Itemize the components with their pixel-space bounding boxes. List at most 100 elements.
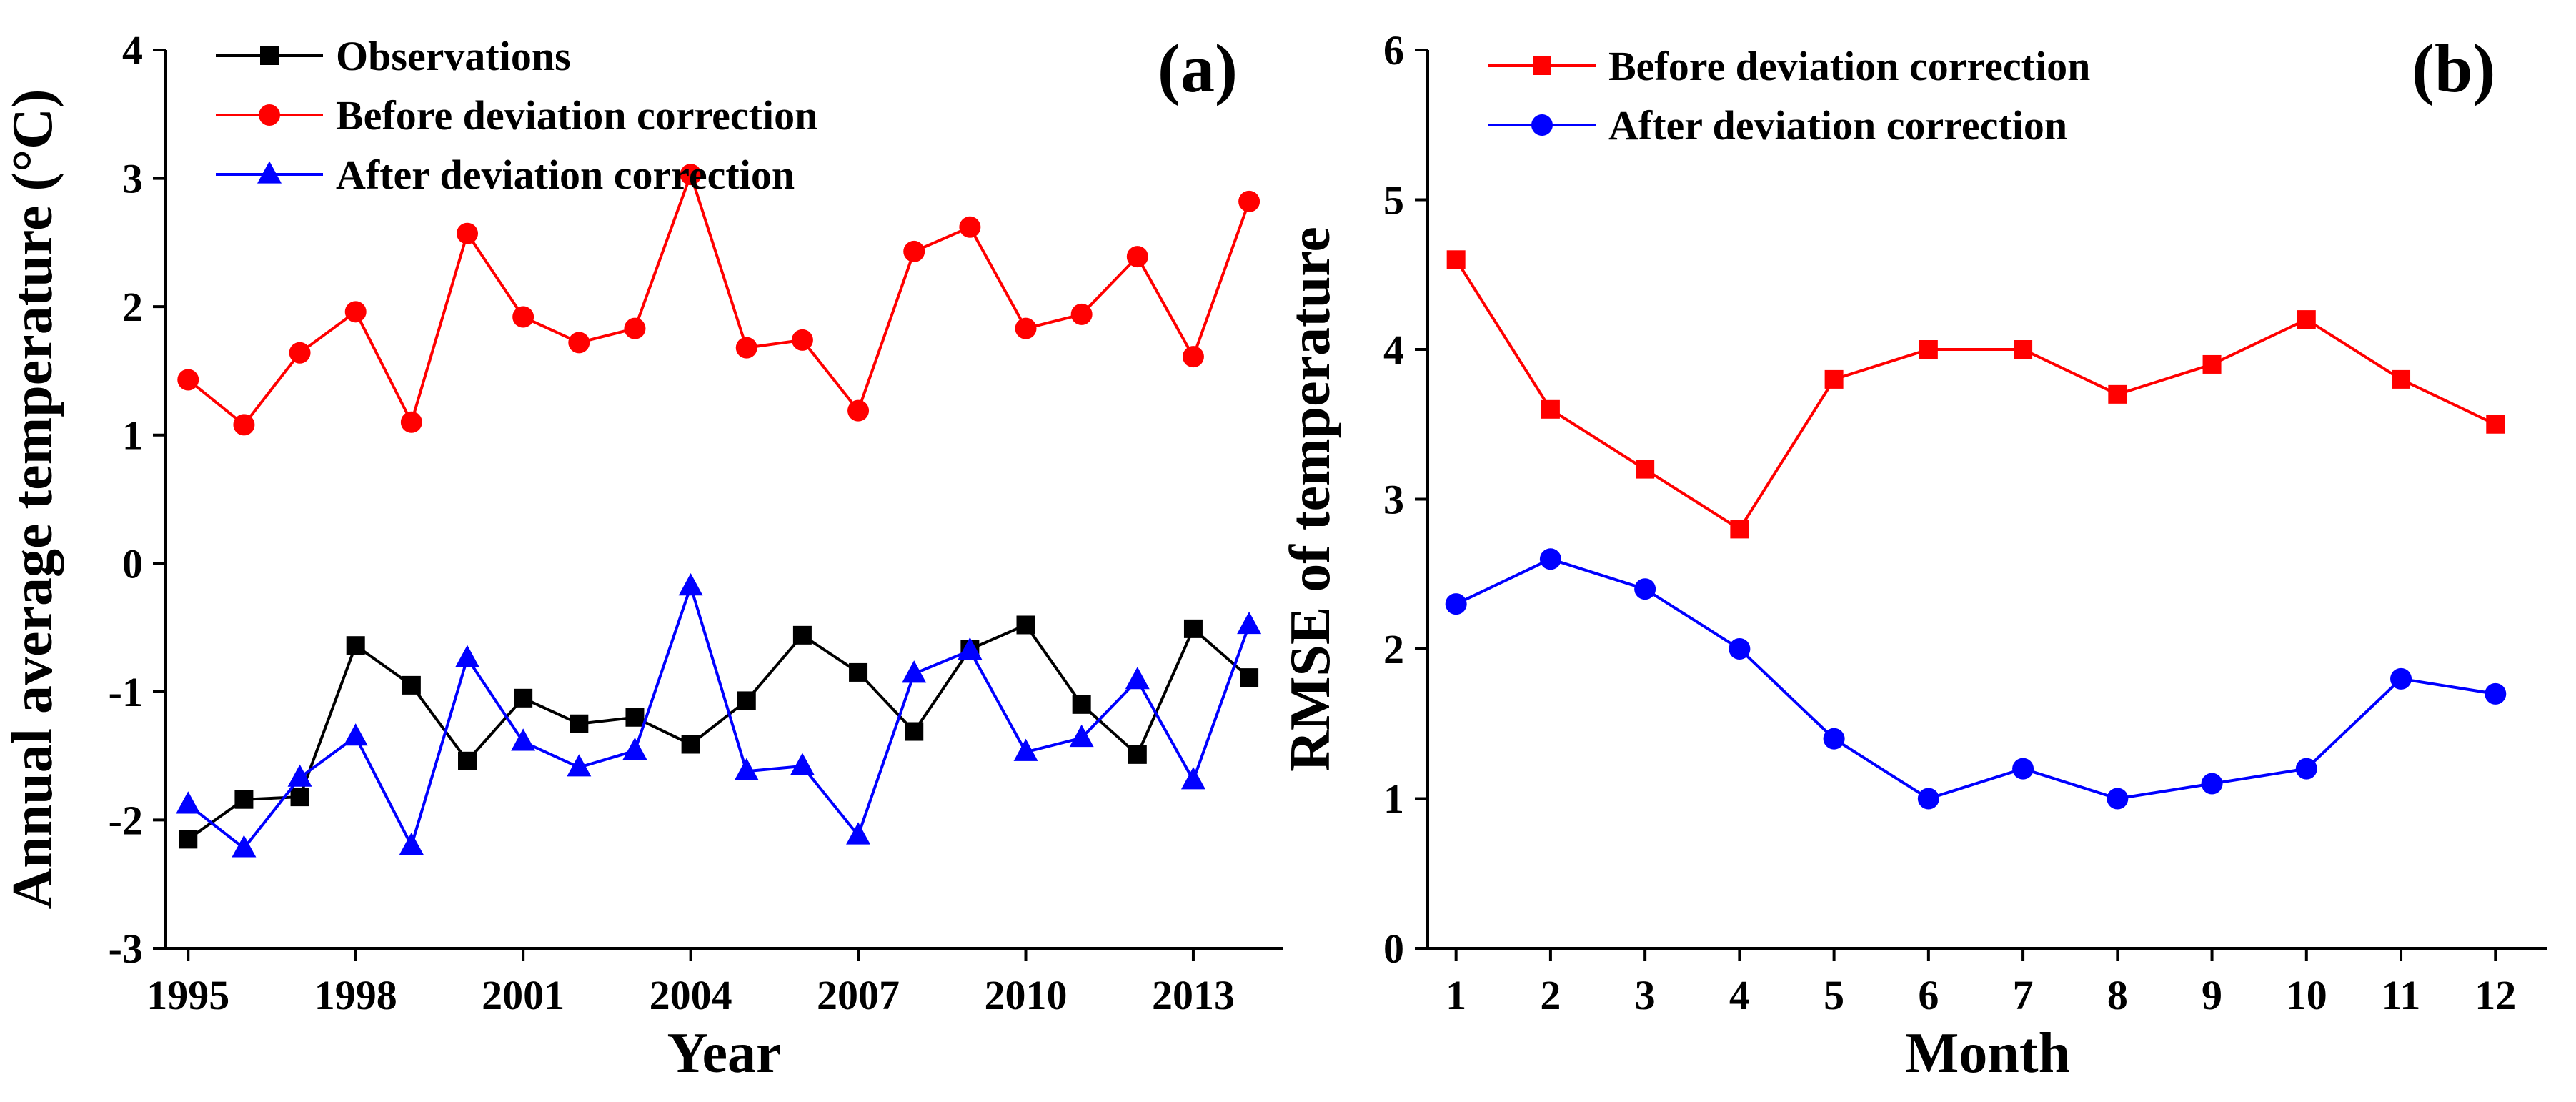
data-point xyxy=(678,573,703,596)
y-tick-label: -3 xyxy=(109,925,143,972)
x-tick-label: 1998 xyxy=(314,972,397,1018)
y-tick-label: 3 xyxy=(1383,477,1404,523)
data-point xyxy=(737,691,756,710)
data-point xyxy=(1240,668,1259,687)
data-point xyxy=(177,369,199,391)
y-tick-label: -2 xyxy=(109,797,143,843)
data-point xyxy=(2295,758,2317,780)
x-axis-title: Year xyxy=(667,1022,782,1085)
panel-label: (a) xyxy=(1158,30,1238,106)
series-line xyxy=(1454,259,2497,532)
legend-label: After deviation correction xyxy=(1608,102,2067,149)
data-point xyxy=(344,301,367,323)
data-point xyxy=(2107,788,2129,810)
data-point xyxy=(1539,548,1561,570)
series-after-deviation-correction xyxy=(1445,548,2507,810)
data-point xyxy=(2108,384,2127,404)
data-point xyxy=(570,714,589,733)
data-point xyxy=(458,751,477,770)
data-point xyxy=(2202,354,2222,374)
data-point xyxy=(849,662,868,682)
data-point xyxy=(2485,682,2507,705)
x-tick-label: 1 xyxy=(1446,972,1466,1018)
data-point xyxy=(287,764,312,787)
data-point xyxy=(1634,578,1656,600)
x-tick-label: 7 xyxy=(2013,972,2034,1018)
series-line xyxy=(187,170,1250,427)
y-tick-label: -1 xyxy=(109,669,143,715)
data-point xyxy=(1237,611,1262,635)
data-point xyxy=(2012,758,2034,780)
data-point xyxy=(790,753,815,775)
legend-marker xyxy=(260,46,279,65)
y-tick-label: 1 xyxy=(1383,776,1404,823)
data-point xyxy=(179,830,198,849)
y-tick-label: 4 xyxy=(122,27,143,74)
data-point xyxy=(1125,667,1150,690)
data-point xyxy=(792,625,812,645)
data-point xyxy=(959,216,981,238)
x-tick-label: 2007 xyxy=(817,972,900,1018)
legend-marker xyxy=(257,161,282,184)
legend-entry: Observations xyxy=(216,33,571,79)
legend-entry: After deviation correction xyxy=(216,152,795,198)
data-point xyxy=(402,675,421,695)
data-point xyxy=(1917,788,1939,810)
x-tick-label: 5 xyxy=(1824,972,1844,1018)
data-point xyxy=(1128,745,1147,764)
x-tick-label: 3 xyxy=(1635,972,1656,1018)
data-point xyxy=(1183,619,1203,638)
data-point xyxy=(1015,317,1037,339)
data-point xyxy=(1730,520,1749,539)
data-point xyxy=(455,645,480,667)
data-point xyxy=(346,636,365,655)
panel-a-chart: -3 -2 -1 0 1 2 3 4 1995 1998 2001 2004 2007 2010 2013 Y… xyxy=(1,27,1283,1085)
data-point xyxy=(511,728,536,751)
y-tick-label: 0 xyxy=(122,540,143,587)
data-point xyxy=(567,754,592,777)
x-tick-label: 11 xyxy=(2382,972,2421,1018)
data-point xyxy=(399,832,424,855)
data-point xyxy=(1013,738,1038,761)
legend-label: Observations xyxy=(336,33,571,79)
data-point xyxy=(847,399,870,422)
data-point xyxy=(624,317,646,339)
data-point xyxy=(735,337,757,359)
data-point xyxy=(1126,246,1148,268)
data-point xyxy=(1445,593,1467,615)
legend-label: Before deviation correction xyxy=(336,92,817,139)
legend-entry: Before deviation correction xyxy=(216,92,817,139)
data-point xyxy=(2390,667,2412,690)
y-tick-label: 4 xyxy=(1383,327,1404,373)
y-tick-label: 6 xyxy=(1383,27,1404,74)
data-point xyxy=(902,660,927,683)
data-point xyxy=(2201,773,2223,795)
data-point xyxy=(1541,399,1560,419)
x-tick-label: 6 xyxy=(1918,972,1939,1018)
series-observations xyxy=(179,615,1259,849)
legend-entry: After deviation correction xyxy=(1488,102,2067,149)
x-tick-label: 2004 xyxy=(650,972,732,1018)
data-point xyxy=(681,735,700,754)
data-point xyxy=(958,637,983,660)
data-point xyxy=(176,791,201,814)
y-tick-label: 5 xyxy=(1383,177,1404,224)
y-tick-label: 1 xyxy=(122,412,143,459)
x-tick-label: 2010 xyxy=(985,972,1068,1018)
panel-label: (b) xyxy=(2412,30,2495,106)
data-point xyxy=(905,722,924,741)
x-tick-label: 2013 xyxy=(1152,972,1235,1018)
data-point xyxy=(622,737,647,760)
data-point xyxy=(1823,728,1845,750)
data-point xyxy=(1238,190,1260,212)
data-point xyxy=(680,164,702,186)
data-point xyxy=(1016,615,1035,635)
data-point xyxy=(289,342,311,364)
data-point xyxy=(1069,724,1094,748)
data-point xyxy=(1180,767,1205,790)
data-point xyxy=(400,411,422,433)
legend-marker xyxy=(1531,114,1553,136)
y-tick-label: 2 xyxy=(1383,626,1404,672)
